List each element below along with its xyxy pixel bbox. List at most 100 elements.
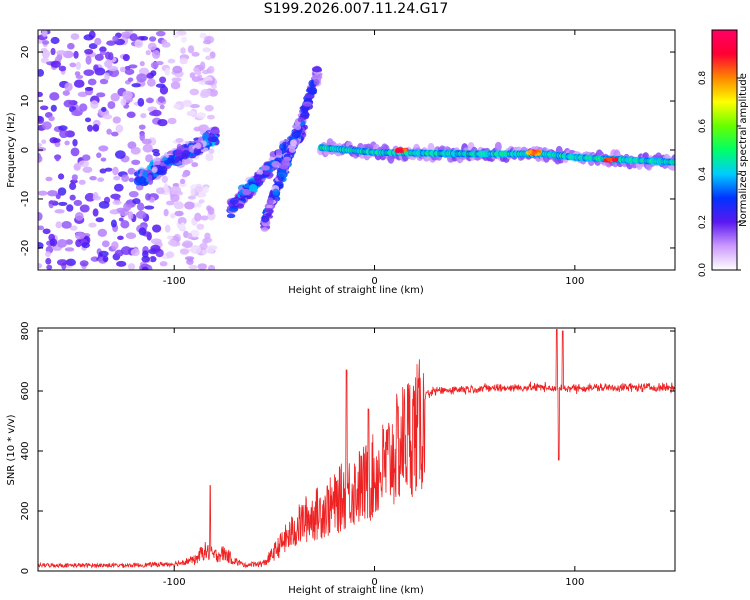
heatmap-cell xyxy=(47,190,58,197)
heatmap-cell xyxy=(175,137,184,143)
heatmap-cell xyxy=(181,158,191,165)
heatmap-cell xyxy=(606,157,613,162)
heatmap-cell xyxy=(75,61,81,71)
heatmap-cell xyxy=(394,148,401,153)
heatmap-cell xyxy=(94,53,104,61)
heatmap-cell xyxy=(99,78,109,85)
heatmap-cell xyxy=(78,103,88,112)
heatmap-cell xyxy=(118,217,124,222)
snr-y-label: SNR (10 * v/v) xyxy=(6,414,17,485)
heatmap-cell xyxy=(179,222,186,231)
spectrogram-y-axis: -20 -10 0 10 20 xyxy=(20,46,675,256)
colorbar-tick-label: 0.8 xyxy=(698,71,708,86)
heatmap-cell xyxy=(611,158,618,163)
heatmap-cell xyxy=(124,68,135,75)
spectrogram-x-label: Height of straight line (km) xyxy=(288,285,424,296)
heatmap-cell xyxy=(58,201,68,207)
heatmap-cell xyxy=(171,77,182,82)
heatmap-cell xyxy=(190,229,200,238)
heatmap-cell xyxy=(104,72,110,81)
heatmap-cell xyxy=(127,77,134,82)
heatmap-cell xyxy=(200,88,212,97)
heatmap-cell xyxy=(85,55,92,65)
heatmap-cell xyxy=(61,220,72,229)
heatmap-cell xyxy=(38,263,43,269)
heatmap-cell xyxy=(180,47,186,55)
heatmap-cell xyxy=(159,85,169,95)
heatmap-cell xyxy=(145,97,155,104)
heatmap-cell xyxy=(253,174,264,181)
heatmap-cell xyxy=(101,106,107,112)
heatmap-cell xyxy=(182,101,193,107)
heatmap-cell xyxy=(173,201,184,210)
heatmap-cell xyxy=(174,149,183,157)
heatmap-cell xyxy=(128,177,135,183)
heatmap-cell xyxy=(137,97,145,107)
heatmap-cell xyxy=(167,58,176,64)
heatmap-cell xyxy=(165,251,175,259)
heatmap-cell xyxy=(134,39,144,49)
heatmap-cell xyxy=(182,240,193,249)
heatmap-cell xyxy=(140,35,149,41)
colorbar-tick-label: 0.6 xyxy=(698,119,708,134)
heatmap-cell xyxy=(57,187,67,196)
heatmap-cell xyxy=(38,154,43,163)
heatmap-cell xyxy=(112,116,121,124)
heatmap-cell xyxy=(107,101,116,109)
colorbar-tick-label: 0.4 xyxy=(698,167,708,182)
heatmap-cell xyxy=(210,129,220,135)
heatmap-cell xyxy=(73,79,85,88)
heatmap-cell xyxy=(196,201,202,208)
heatmap-cell xyxy=(277,169,287,178)
heatmap-cell xyxy=(64,140,70,146)
heatmap-cell xyxy=(130,146,141,155)
heatmap-cell xyxy=(138,124,146,130)
heatmap-cell xyxy=(79,260,89,267)
heatmap-cell xyxy=(194,212,202,222)
heatmap-cell xyxy=(141,255,150,263)
heatmap-cell xyxy=(152,224,162,233)
heatmap-cell xyxy=(50,36,60,45)
heatmap-cell xyxy=(131,83,141,88)
heatmap-cell xyxy=(262,170,272,175)
heatmap-cell xyxy=(81,154,91,161)
heatmap-cell xyxy=(65,258,76,267)
heatmap-cell xyxy=(121,174,130,182)
heatmap-cell xyxy=(195,185,204,193)
heatmap-cell xyxy=(136,176,145,185)
heatmap-cell xyxy=(205,153,214,162)
heatmap-cell xyxy=(78,160,90,167)
heatmap-cell xyxy=(116,260,127,267)
heatmap-cell xyxy=(155,83,166,88)
heatmap-cell xyxy=(202,39,212,45)
heatmap-cell xyxy=(139,132,145,142)
heatmap-cell xyxy=(110,93,120,102)
spectrogram-y-tick-label: -10 xyxy=(20,191,31,207)
heatmap-cell xyxy=(96,92,106,98)
heatmap-cell xyxy=(45,251,51,258)
heatmap-cell xyxy=(179,57,188,65)
heatmap-cell xyxy=(120,98,127,106)
heatmap-cell xyxy=(131,159,141,166)
heatmap-cell xyxy=(112,166,119,176)
heatmap-cell xyxy=(130,248,140,257)
heatmap-cell xyxy=(56,50,67,56)
heatmap-cell xyxy=(81,242,90,249)
heatmap-cell xyxy=(38,68,45,77)
heatmap-cell xyxy=(69,194,76,201)
heatmap-cell xyxy=(98,201,110,209)
heatmap-cell xyxy=(210,84,217,90)
heatmap-cell xyxy=(204,80,215,86)
heatmap-cell xyxy=(531,150,538,155)
snr-y-tick-label: 200 xyxy=(20,501,31,520)
heatmap-cell xyxy=(84,117,92,123)
heatmap-cell xyxy=(228,206,239,212)
snr-x-tick-label: 100 xyxy=(565,577,584,588)
heatmap-cell xyxy=(102,255,109,263)
spectrogram-y-tick-label: 20 xyxy=(20,46,31,59)
heatmap-cell xyxy=(88,30,96,39)
heatmap-cell xyxy=(207,136,216,142)
heatmap-cell xyxy=(70,33,80,40)
colorbar-label: Normalized spectral amplitude xyxy=(738,73,749,227)
heatmap-cell xyxy=(49,92,60,101)
